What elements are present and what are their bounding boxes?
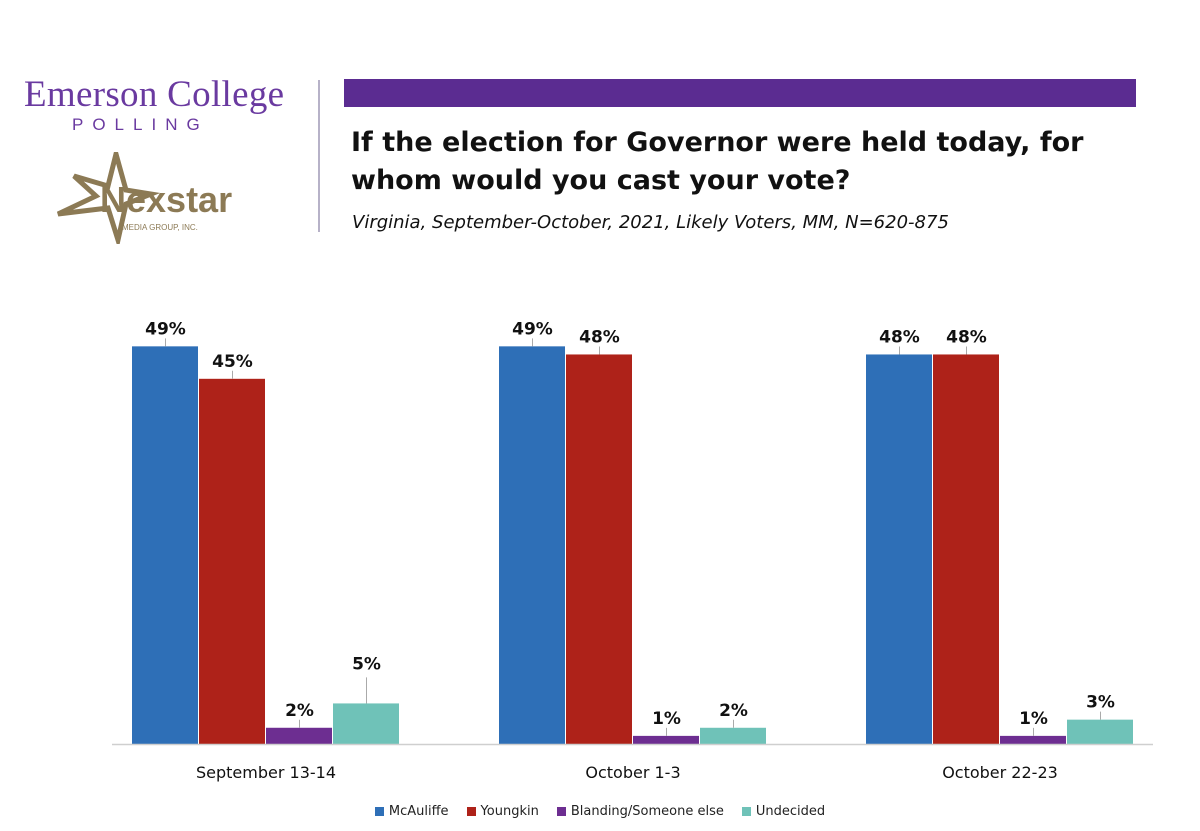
data-label: 48%	[946, 327, 987, 347]
data-label: 2%	[285, 701, 314, 721]
bar	[566, 354, 632, 744]
bar	[333, 703, 399, 744]
bar-group: 49% 48% 1% 2% October 1-3	[499, 319, 766, 782]
bar	[499, 346, 565, 744]
header-divider	[318, 80, 320, 232]
category-tick-label: September 13-14	[196, 763, 336, 782]
bar-group: 49% 45% 2% 5% September 13-14	[132, 319, 399, 782]
legend-label: Youngkin	[480, 804, 539, 819]
bar	[700, 727, 766, 744]
nexstar-logo-subtext: MEDIA GROUP, INC.	[122, 223, 198, 232]
legend-label: Blanding/Someone else	[570, 804, 724, 819]
data-label: 45%	[212, 352, 253, 372]
brand-block: Emerson College POLLING Nexstar MEDIA GR…	[0, 60, 320, 250]
data-label: 48%	[579, 327, 620, 347]
bar	[199, 378, 265, 744]
bar	[1067, 719, 1133, 744]
data-label: 1%	[1019, 709, 1048, 729]
data-label: 5%	[352, 654, 381, 674]
chart-legend: McAuliffe Youngkin Blanding/Someone else Un…	[0, 804, 1200, 819]
data-label: 3%	[1086, 693, 1115, 713]
chart-subtitle: Virginia, September-October, 2021, Likel…	[352, 212, 949, 233]
legend-label: McAuliffe	[388, 804, 449, 819]
legend-item: Youngkin	[466, 804, 539, 819]
bar	[933, 354, 999, 744]
bar	[132, 346, 198, 744]
bar	[266, 727, 332, 744]
chart-title: If the election for Governor were held t…	[351, 127, 1084, 196]
data-label: 2%	[719, 701, 748, 721]
legend-item: Blanding/Someone else	[556, 804, 724, 819]
emerson-college-logo: Emerson College	[24, 74, 285, 115]
bar-group: 48% 48% 1% 3% October 22-23	[866, 327, 1133, 782]
polling-wordmark: POLLING	[72, 115, 209, 134]
data-label: 1%	[652, 709, 681, 729]
bar	[633, 735, 699, 744]
legend-item: McAuliffe	[374, 804, 449, 819]
legend-swatch	[466, 807, 476, 816]
data-label: 49%	[145, 319, 186, 339]
legend-item: Undecided	[741, 804, 826, 819]
nexstar-star-icon	[56, 152, 161, 244]
legend-swatch	[556, 807, 566, 816]
nexstar-logo: Nexstar MEDIA GROUP, INC.	[56, 152, 232, 244]
category-tick-label: October 1-3	[585, 763, 680, 782]
bar	[866, 354, 932, 744]
data-label: 49%	[512, 319, 553, 339]
nexstar-logo-text: Nexstar	[100, 179, 232, 220]
legend-swatch	[374, 807, 384, 816]
category-tick-label: October 22-23	[942, 763, 1058, 782]
legend-swatch	[741, 807, 751, 816]
legend-label: Undecided	[755, 804, 826, 819]
accent-bar	[344, 79, 1136, 107]
data-label: 48%	[879, 327, 920, 347]
bar	[1000, 735, 1066, 744]
